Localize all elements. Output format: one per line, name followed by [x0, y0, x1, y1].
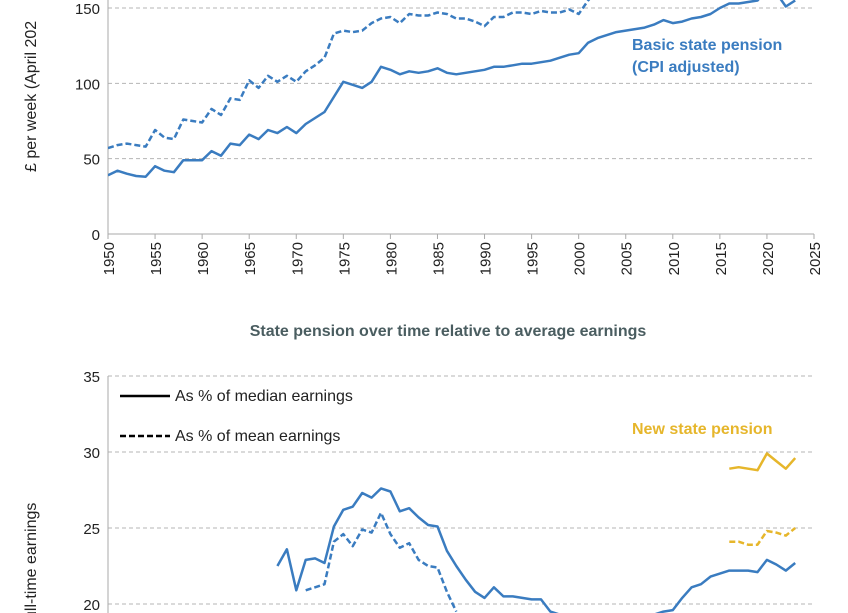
- y-tick-label: 20: [83, 597, 100, 613]
- y-tick-label: 35: [83, 369, 100, 386]
- x-tick-label: 1955: [148, 242, 165, 275]
- x-tick-label: 1960: [195, 242, 212, 275]
- series-group: [108, 0, 796, 178]
- series-line-solid-3: [729, 452, 797, 472]
- x-tick-label: 1950: [101, 242, 118, 275]
- y-tick-label: 50: [83, 152, 100, 169]
- y-tick-label: 150: [75, 1, 100, 18]
- x-tick-label: 1980: [383, 242, 400, 275]
- x-tick-label: 2005: [619, 242, 636, 275]
- series-line-solid-0: [276, 487, 559, 613]
- x-tick-label: 1965: [242, 242, 259, 275]
- series-line-solid-0: [108, 0, 796, 178]
- x-tick-label: 2000: [572, 242, 589, 275]
- x-tick-label: 1990: [478, 242, 495, 275]
- x-tick-label: 2020: [760, 242, 777, 275]
- new-state-pension-label: New state pension: [632, 421, 772, 438]
- series-line-dashed-1: [108, 0, 591, 150]
- top-chart: 0 50 100 150 1950 1955 1960 1965 1970 1975 1980 198…: [75, 0, 824, 275]
- top-annotation-line2: (CPI adjusted): [632, 59, 740, 76]
- legend-median-label: As % of median earnings: [175, 388, 353, 405]
- bottom-chart: 20 25 30 35: [83, 369, 814, 613]
- y-tick-label: 25: [83, 521, 100, 538]
- x-tick-label: 1995: [525, 242, 542, 275]
- series-line-dashed-2: [305, 511, 458, 613]
- legend-mean-label: As % of mean earnings: [175, 428, 340, 445]
- x-tick-label: 1970: [289, 242, 306, 275]
- top-annotation-line1: Basic state pension: [632, 37, 782, 54]
- bottom-y-axis-label: ull-time earnings: [23, 503, 40, 613]
- x-tick-label: 2010: [666, 242, 683, 275]
- series-group: [276, 452, 797, 613]
- y-tick-label: 0: [92, 227, 100, 244]
- x-tick-label: 1975: [336, 242, 353, 275]
- bottom-chart-title: State pension over time relative to aver…: [250, 323, 647, 340]
- x-tick-label: 2025: [807, 242, 824, 275]
- series-line-solid-1: [654, 558, 796, 613]
- y-tick-label: 30: [83, 445, 100, 462]
- x-tick-label: 1985: [430, 242, 447, 275]
- series-line-dashed-4: [729, 527, 796, 546]
- x-tick-label: 2015: [713, 242, 730, 275]
- y-tick-label: 100: [75, 76, 100, 93]
- top-y-axis-label: £ per week (April 202: [23, 21, 40, 172]
